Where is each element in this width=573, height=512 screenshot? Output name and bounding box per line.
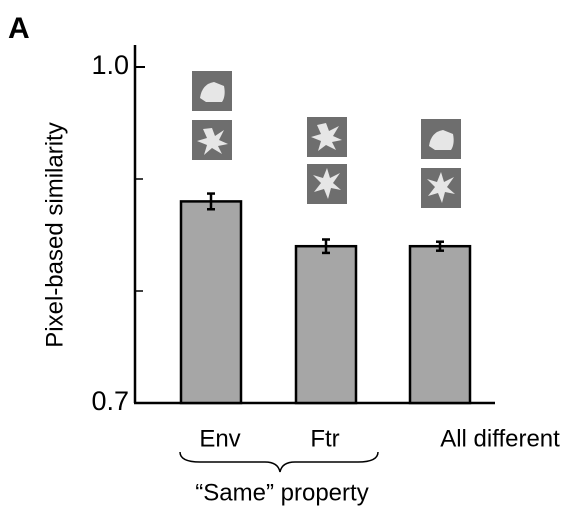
bar xyxy=(179,200,243,405)
shapes xyxy=(197,82,455,203)
error-bar xyxy=(322,238,330,255)
x-tick-label: Ftr xyxy=(310,425,339,452)
y-tick-label: 0.7 xyxy=(91,386,129,416)
panel-label: A xyxy=(8,12,30,45)
error-bar xyxy=(436,240,444,252)
bar xyxy=(294,244,358,405)
y-axis-label: Pixel-based similarity xyxy=(41,122,68,347)
annotation: “Same” property xyxy=(195,479,368,506)
y-tick-label: 1.0 xyxy=(91,50,129,80)
brace xyxy=(179,451,379,473)
error-bar xyxy=(207,192,215,211)
bar xyxy=(408,244,472,405)
x-tick-label: Env xyxy=(199,425,240,452)
x-tick-label: All different xyxy=(440,425,560,452)
